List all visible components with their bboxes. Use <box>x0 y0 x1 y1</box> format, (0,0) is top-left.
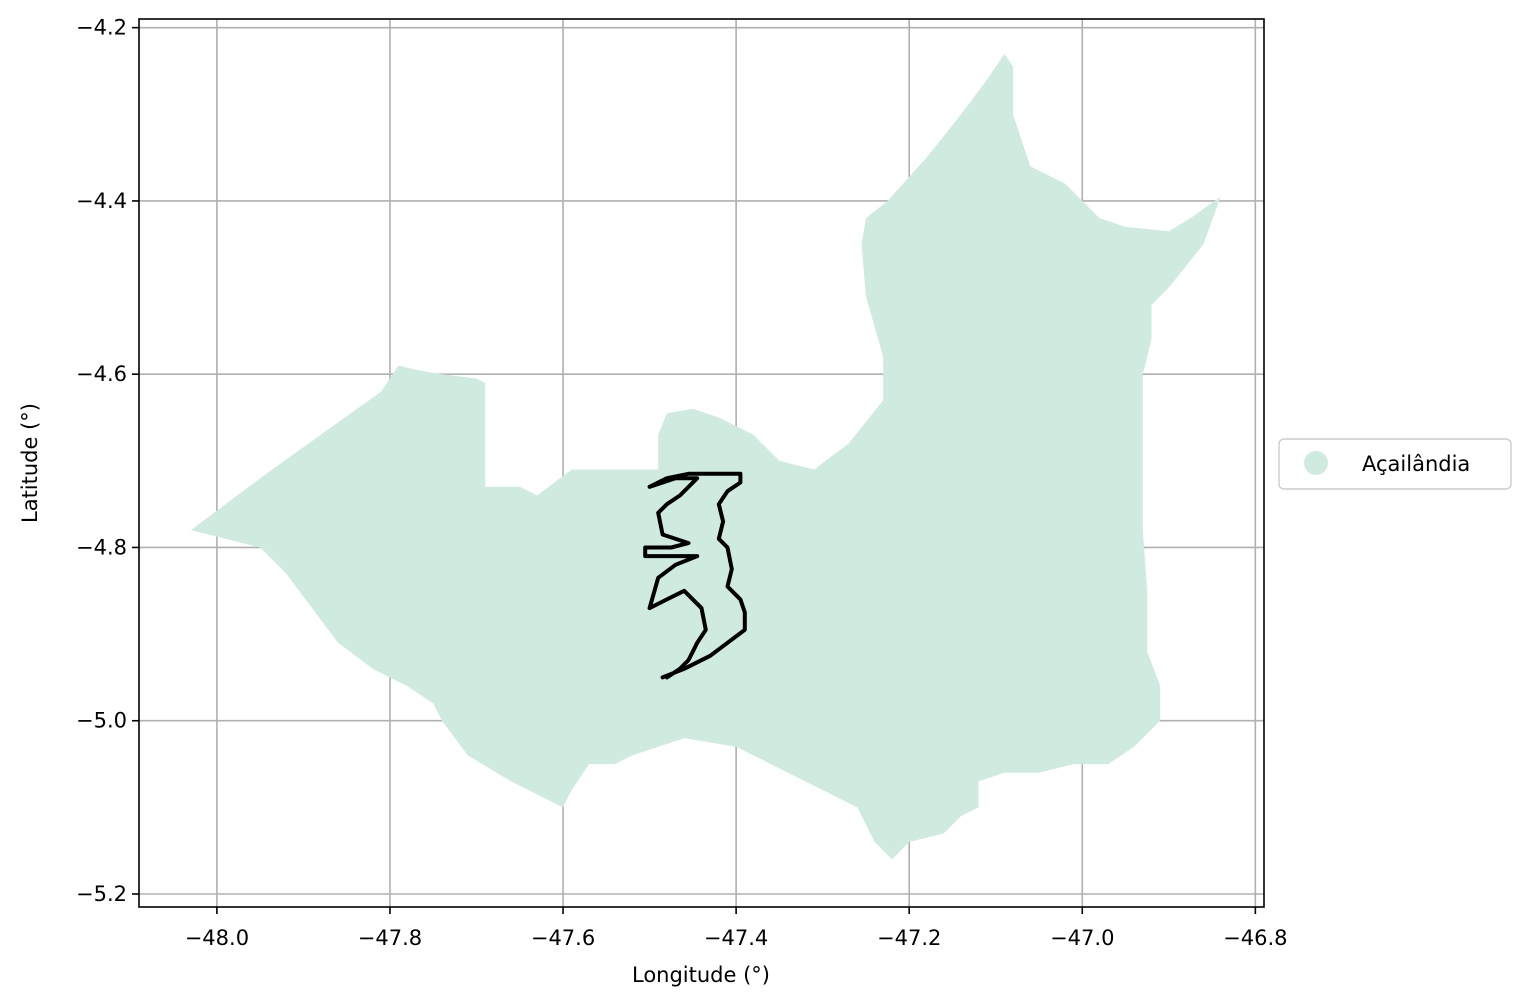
region-acailandia <box>190 53 1221 860</box>
x-axis-label: Longitude (°) <box>632 963 770 987</box>
x-tick-label: −47.6 <box>531 926 595 950</box>
legend-marker <box>1304 451 1328 475</box>
y-tick-label: −4.6 <box>76 362 127 386</box>
outline-feature <box>643 471 747 680</box>
y-axis-ticks: −4.2 −4.4 −4.6 −4.8 −5.0 −5.2 <box>76 16 139 906</box>
legend-box <box>1278 438 1512 490</box>
axes-frame <box>138 18 1265 908</box>
y-tick-label: −4.8 <box>76 535 127 559</box>
x-tick-label: −46.8 <box>1223 926 1287 950</box>
legend-label: Açailândia <box>1362 452 1470 476</box>
y-axis-label: Latitude (°) <box>18 403 42 523</box>
y-tick-label: −5.0 <box>76 709 127 733</box>
x-axis-ticks: −48.0 −47.8 −47.6 −47.4 −47.2 −47.0 −46.8 <box>185 907 1288 950</box>
y-tick-label: −4.2 <box>76 16 127 40</box>
y-tick-label: −4.4 <box>76 189 127 213</box>
x-tick-label: −47.0 <box>1050 926 1114 950</box>
map-layers <box>190 53 1221 860</box>
x-tick-label: −47.2 <box>877 926 941 950</box>
y-tick-label: −5.2 <box>76 882 127 906</box>
x-tick-label: −47.4 <box>704 926 768 950</box>
x-tick-label: −48.0 <box>185 926 249 950</box>
legend: Açailândia <box>1278 438 1512 490</box>
x-tick-label: −47.8 <box>358 926 422 950</box>
